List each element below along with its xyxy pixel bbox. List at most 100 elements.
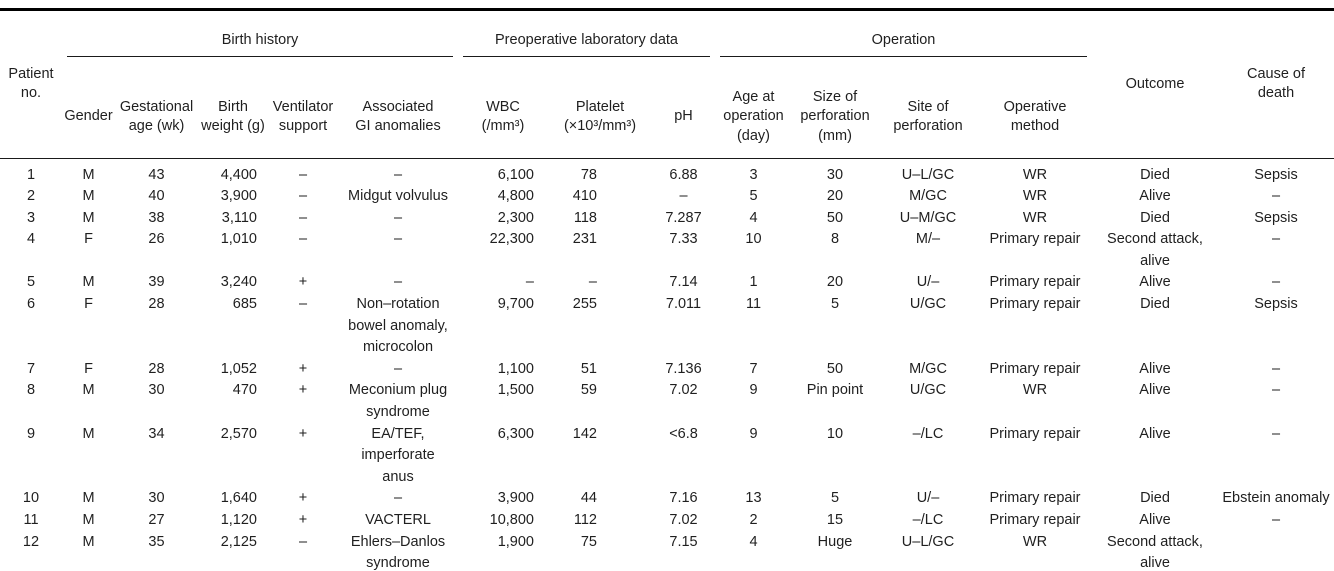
cell-birth-weight: 685: [232, 296, 257, 313]
cell-ventilator-support: +: [298, 382, 308, 399]
header-gender: Gender: [62, 76, 115, 159]
cell-ph: 7.02: [669, 512, 698, 528]
header-ph: pH: [652, 76, 715, 159]
header-perforation-size: Size of perforation (mm): [792, 76, 878, 159]
cell-gestational-age: 38: [148, 209, 165, 226]
cell-operative-method: Primary repair: [989, 512, 1081, 528]
cell-operative-method: WR: [1022, 166, 1048, 183]
cell-age-at-operation: 4: [749, 533, 758, 550]
cell-cause-of-death: Sepsis: [1254, 296, 1298, 313]
table-row: 2 M 40 3,900 – Midgut volvulus 4,800 410…: [0, 186, 1334, 208]
cell-gi-anomalies: –: [393, 209, 403, 226]
cell-age-at-operation: 3: [749, 166, 758, 183]
cell-gender: M: [82, 274, 95, 291]
cell-ventilator-support: –: [298, 231, 308, 248]
cell-birth-weight: 3,900: [220, 188, 257, 205]
cell-ph: <6.8: [669, 425, 698, 442]
cell-perforation-site: U–L/GC: [901, 533, 955, 550]
cell-ventilator-support: +: [298, 360, 308, 377]
cell-ventilator-support: +: [298, 274, 308, 291]
cell-patient-no: 6: [26, 296, 36, 313]
cell-gender: M: [82, 512, 95, 528]
cell-gi-anomalies: –: [393, 360, 403, 377]
header-outcome: Outcome: [1092, 9, 1218, 159]
cell-ph: 7.16: [669, 490, 698, 507]
cell-age-at-operation: 2: [749, 512, 758, 528]
cell-outcome: Died: [1140, 209, 1170, 226]
cell-wbc: 22,300: [489, 231, 534, 248]
table-row: 4 F 26 1,010 – – 22,300 231 7.33 10 8 M/…: [0, 229, 1334, 272]
cell-ventilator-support: –: [298, 296, 308, 313]
cell-gender: M: [82, 188, 95, 205]
cell-birth-weight: 1,120: [220, 512, 257, 528]
header-patient-no: Patient no.: [0, 9, 62, 159]
cell-gi-anomalies: EA/TEF, imperforate anus: [361, 425, 435, 485]
cell-gestational-age: 34: [148, 425, 165, 442]
cell-perforation-site: U–M/GC: [899, 209, 957, 226]
cell-gender: M: [82, 209, 95, 226]
header-birth-weight: Birth weight (g): [198, 76, 268, 159]
cell-gender: M: [82, 382, 95, 399]
cell-outcome: Alive: [1139, 425, 1171, 442]
cell-gi-anomalies: Midgut volvulus: [348, 188, 448, 205]
cell-age-at-operation: 4: [749, 209, 758, 226]
table-row: 3 M 38 3,110 – – 2,300 118 7.287 4 50 U–…: [0, 208, 1334, 230]
cell-gestational-age: 27: [148, 512, 165, 528]
cell-birth-weight: 4,400: [220, 166, 257, 183]
cell-cause-of-death: [1218, 532, 1334, 571]
cell-ph: 7.15: [669, 533, 698, 550]
cell-gender: M: [82, 533, 95, 550]
cell-patient-no: 7: [26, 360, 36, 377]
cell-age-at-operation: 5: [749, 188, 758, 205]
cell-operative-method: Primary repair: [989, 360, 1081, 377]
column-group-row: Patient no. Birth history Preoperative l…: [0, 9, 1334, 159]
cell-operative-method: Primary repair: [989, 296, 1081, 313]
cell-birth-weight: 1,052: [220, 360, 257, 377]
cell-perforation-site: M/GC: [909, 188, 947, 205]
cell-birth-weight: 2,125: [220, 533, 257, 550]
cell-patient-no: 9: [26, 425, 36, 442]
cell-wbc: 6,100: [497, 166, 534, 183]
cell-perforation-site: M/–: [915, 231, 941, 248]
cell-birth-weight: 3,240: [220, 274, 257, 291]
cell-birth-weight: 3,110: [221, 209, 257, 226]
table-row: 12 M 35 2,125 – Ehlers–Danlos syndrome (…: [0, 532, 1334, 571]
cell-cause-of-death: Sepsis: [1254, 166, 1298, 183]
group-preop-lab: Preoperative laboratory data: [458, 10, 715, 77]
header-wbc: WBC (/mm³): [458, 76, 548, 159]
cell-outcome: Alive: [1139, 274, 1171, 291]
cell-gender: M: [82, 490, 95, 507]
cell-gestational-age: 28: [148, 296, 165, 313]
header-age-at-operation: Age at operation (day): [715, 76, 792, 159]
cell-age-at-operation: 10: [745, 231, 762, 248]
cell-wbc: 1,100: [497, 360, 534, 377]
cell-ventilator-support: –: [298, 166, 308, 183]
cell-wbc: 6,300: [497, 425, 534, 442]
cell-cause-of-death: –: [1271, 360, 1281, 377]
cell-outcome: Alive: [1139, 382, 1171, 399]
cell-platelet: 118: [573, 209, 597, 226]
cell-perforation-size: 5: [830, 490, 840, 507]
cell-gi-anomalies: VACTERL: [365, 512, 431, 528]
cell-age-at-operation: 9: [749, 425, 758, 442]
cell-age-at-operation: 7: [749, 360, 758, 377]
cell-wbc: 1,900: [497, 533, 534, 550]
cell-ventilator-support: +: [298, 490, 308, 507]
cell-ventilator-support: +: [298, 512, 308, 528]
cell-operative-method: WR: [1022, 382, 1048, 399]
cell-ph: 7.136: [665, 360, 702, 377]
cell-operative-method: Primary repair: [989, 231, 1081, 248]
cell-platelet: 44: [580, 490, 597, 507]
cell-outcome: Second attack, alive: [1107, 533, 1203, 571]
cell-platelet: 410: [572, 188, 597, 205]
cell-wbc: 9,700: [497, 296, 534, 313]
cell-wbc: –: [525, 274, 534, 291]
cell-perforation-size: 5: [830, 296, 840, 313]
table-body: 1 M 43 4,400 – – 6,100 78 6.88 3 30 U–L/…: [0, 158, 1334, 571]
cell-gi-anomalies: –: [393, 274, 403, 291]
cell-perforation-size: 20: [826, 274, 844, 291]
group-operation: Operation: [715, 10, 1092, 77]
cell-gi-anomalies: Meconium plug syndrome: [348, 382, 448, 421]
table-row: 9 M 34 2,570 + EA/TEF, imperforate anus …: [0, 424, 1334, 489]
cell-gi-anomalies: Ehlers–Danlos syndrome (type IV): [350, 533, 446, 571]
